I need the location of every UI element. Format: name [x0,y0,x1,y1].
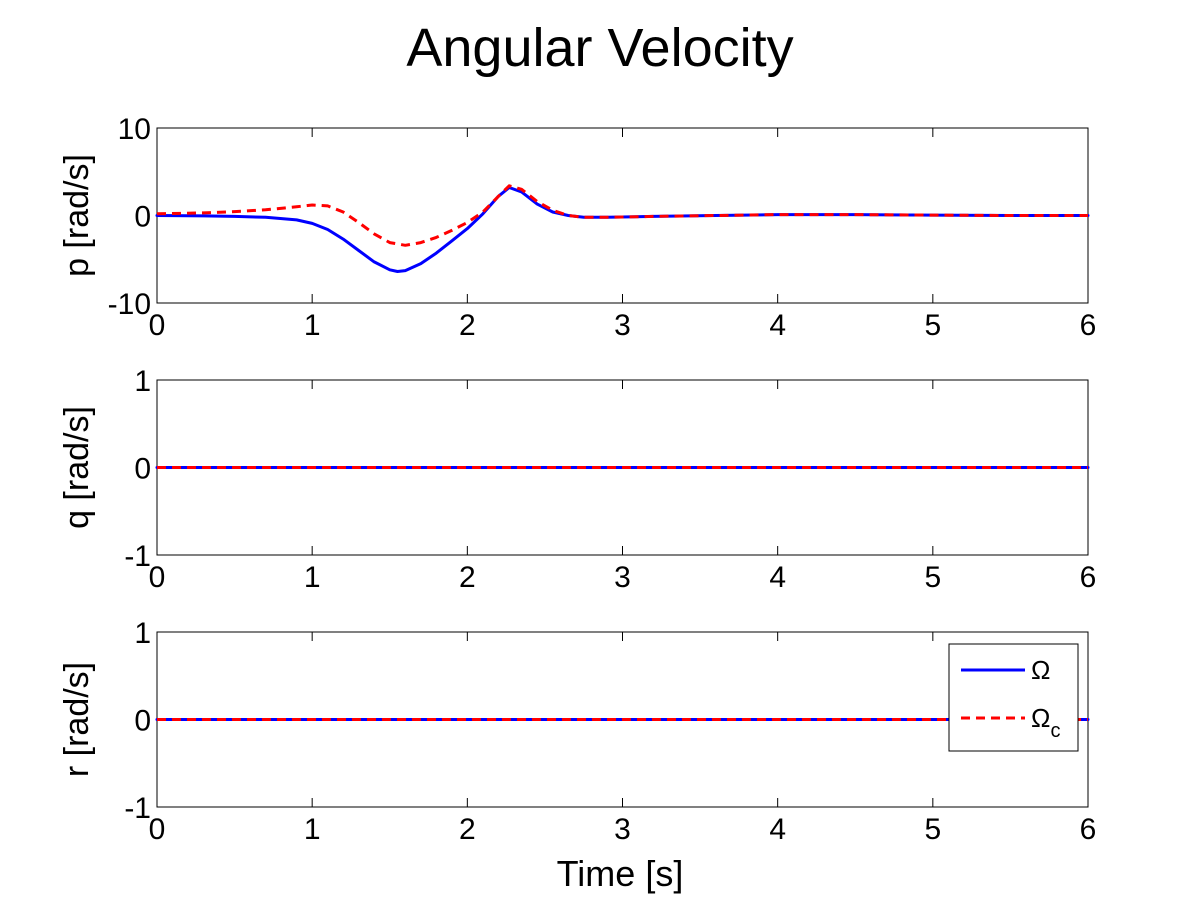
series-line-omega [155,186,1090,273]
y-axis-label: r [rad/s] [58,662,96,777]
x-tick-label: 1 [304,561,321,594]
y-tick-label: 0 [134,705,151,738]
legend-subscript: c [1050,720,1060,742]
y-tick-label: 1 [134,617,151,650]
x-tick-label: 0 [149,309,166,342]
x-tick-label: 2 [459,561,476,594]
y-tick-label: 1 [134,365,151,398]
x-tick-label: 5 [924,813,941,846]
x-axis-label: Time [s] [557,853,684,894]
x-tick-label: 2 [459,309,476,342]
x-tick-label: 3 [614,813,631,846]
chart-title: Angular Velocity [406,18,793,78]
x-tick-label: 3 [614,309,631,342]
x-tick-label: 6 [1080,309,1097,342]
x-tick-label: 1 [304,309,321,342]
y-tick-label: 0 [134,453,151,486]
x-tick-label: 1 [304,813,321,846]
legend-entry-label: Ω [1031,655,1050,685]
x-tick-label: 5 [924,561,941,594]
y-tick-label: -1 [124,540,151,573]
x-tick-label: 0 [149,561,166,594]
x-tick-label: 6 [1080,561,1097,594]
x-tick-label: 3 [614,561,631,594]
y-tick-label: -10 [108,288,151,321]
x-tick-label: 4 [769,813,786,846]
x-tick-label: 2 [459,813,476,846]
legend-box [948,643,1079,752]
y-axis-label: p [rad/s] [58,154,96,277]
y-tick-label: -1 [124,792,151,825]
y-tick-label: 0 [134,201,151,234]
x-tick-label: 5 [924,309,941,342]
y-tick-label: 10 [118,113,151,146]
x-tick-label: 4 [769,309,786,342]
x-tick-label: 6 [1080,813,1097,846]
series-line-omega-c [156,184,1088,247]
legend: ΩΩc [948,643,1079,752]
y-axis-label: q [rad/s] [58,406,96,529]
x-tick-label: 4 [769,561,786,594]
x-tick-label: 0 [149,813,166,846]
